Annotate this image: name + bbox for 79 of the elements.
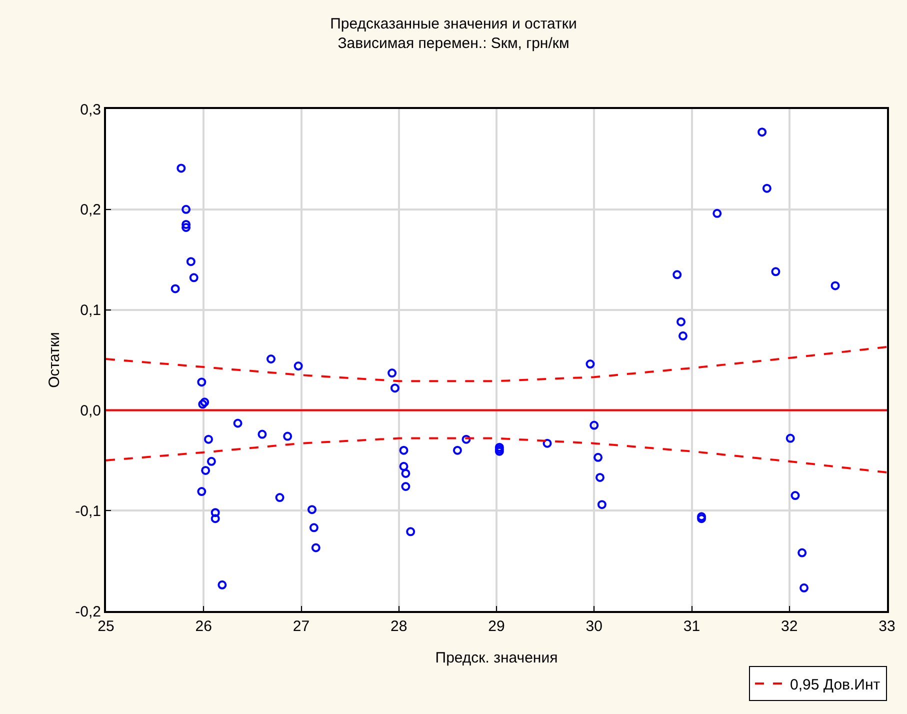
point <box>678 331 688 340</box>
x-tick-label: 25 <box>98 618 114 635</box>
point <box>830 281 840 290</box>
point <box>309 523 318 532</box>
point <box>399 462 408 471</box>
y-tick-label: -0,2 <box>75 603 101 620</box>
x-axis-title: Предск. значения <box>435 650 558 666</box>
point <box>210 508 220 518</box>
legend-label: 0,95 Дов.Инт <box>790 676 880 694</box>
point <box>786 434 795 443</box>
point <box>182 220 191 229</box>
point <box>258 430 267 439</box>
point <box>198 400 208 409</box>
point <box>189 273 198 282</box>
y-tick-label: 0,0 <box>80 402 101 420</box>
point <box>790 491 800 500</box>
point <box>452 446 462 455</box>
line-series <box>106 346 887 382</box>
point <box>762 184 772 193</box>
point <box>204 434 214 444</box>
point <box>401 468 410 478</box>
chart-title: Предсказанные значения и остатки <box>330 16 577 33</box>
point <box>672 270 682 280</box>
point <box>283 432 292 441</box>
y-tick-label: -0,1 <box>75 502 101 520</box>
point <box>176 164 186 173</box>
point <box>800 583 809 592</box>
y-tick-label: 0,1 <box>80 302 101 320</box>
point <box>170 284 180 294</box>
point <box>542 438 552 448</box>
point <box>771 267 780 276</box>
point <box>206 456 216 466</box>
y-tick-label: 0,3 <box>80 101 101 118</box>
point <box>182 222 191 232</box>
point <box>399 446 408 455</box>
x-tick-label: 33 <box>878 618 896 635</box>
point <box>311 543 320 552</box>
y-axis-title: Остатки <box>46 332 63 388</box>
point <box>266 354 276 364</box>
point <box>210 514 220 524</box>
point <box>182 204 191 214</box>
x-tick-label: 27 <box>292 618 310 635</box>
point <box>586 360 595 369</box>
point <box>597 500 606 510</box>
y-tick-label: 0,2 <box>80 202 101 219</box>
point <box>595 472 604 482</box>
line-series <box>106 437 887 474</box>
point <box>697 514 706 524</box>
point <box>758 128 767 137</box>
point <box>307 505 316 514</box>
point <box>494 446 504 456</box>
x-tick-label: 29 <box>488 618 505 635</box>
point <box>200 398 210 407</box>
point <box>676 317 686 326</box>
point <box>798 548 807 558</box>
point <box>275 493 284 502</box>
point <box>462 434 471 444</box>
point <box>197 487 206 496</box>
point <box>388 368 397 378</box>
point <box>401 482 410 491</box>
point <box>697 512 706 522</box>
x-tick-label: 28 <box>390 618 408 635</box>
x-tick-label: 32 <box>781 618 798 635</box>
point <box>233 418 242 428</box>
point <box>712 208 722 218</box>
point <box>390 384 400 393</box>
point <box>406 527 416 536</box>
point <box>594 452 603 462</box>
x-tick-label: 26 <box>195 618 212 635</box>
point <box>197 378 206 387</box>
point <box>590 420 599 430</box>
x-tick-label: 31 <box>683 618 700 635</box>
chart-subtitle: Зависимая перемен.: Sкм, грн/км <box>338 35 570 52</box>
point <box>186 257 196 266</box>
point <box>294 362 303 371</box>
x-tick-label: 30 <box>586 618 602 635</box>
point <box>201 466 210 475</box>
point <box>494 442 504 452</box>
point <box>218 580 227 590</box>
